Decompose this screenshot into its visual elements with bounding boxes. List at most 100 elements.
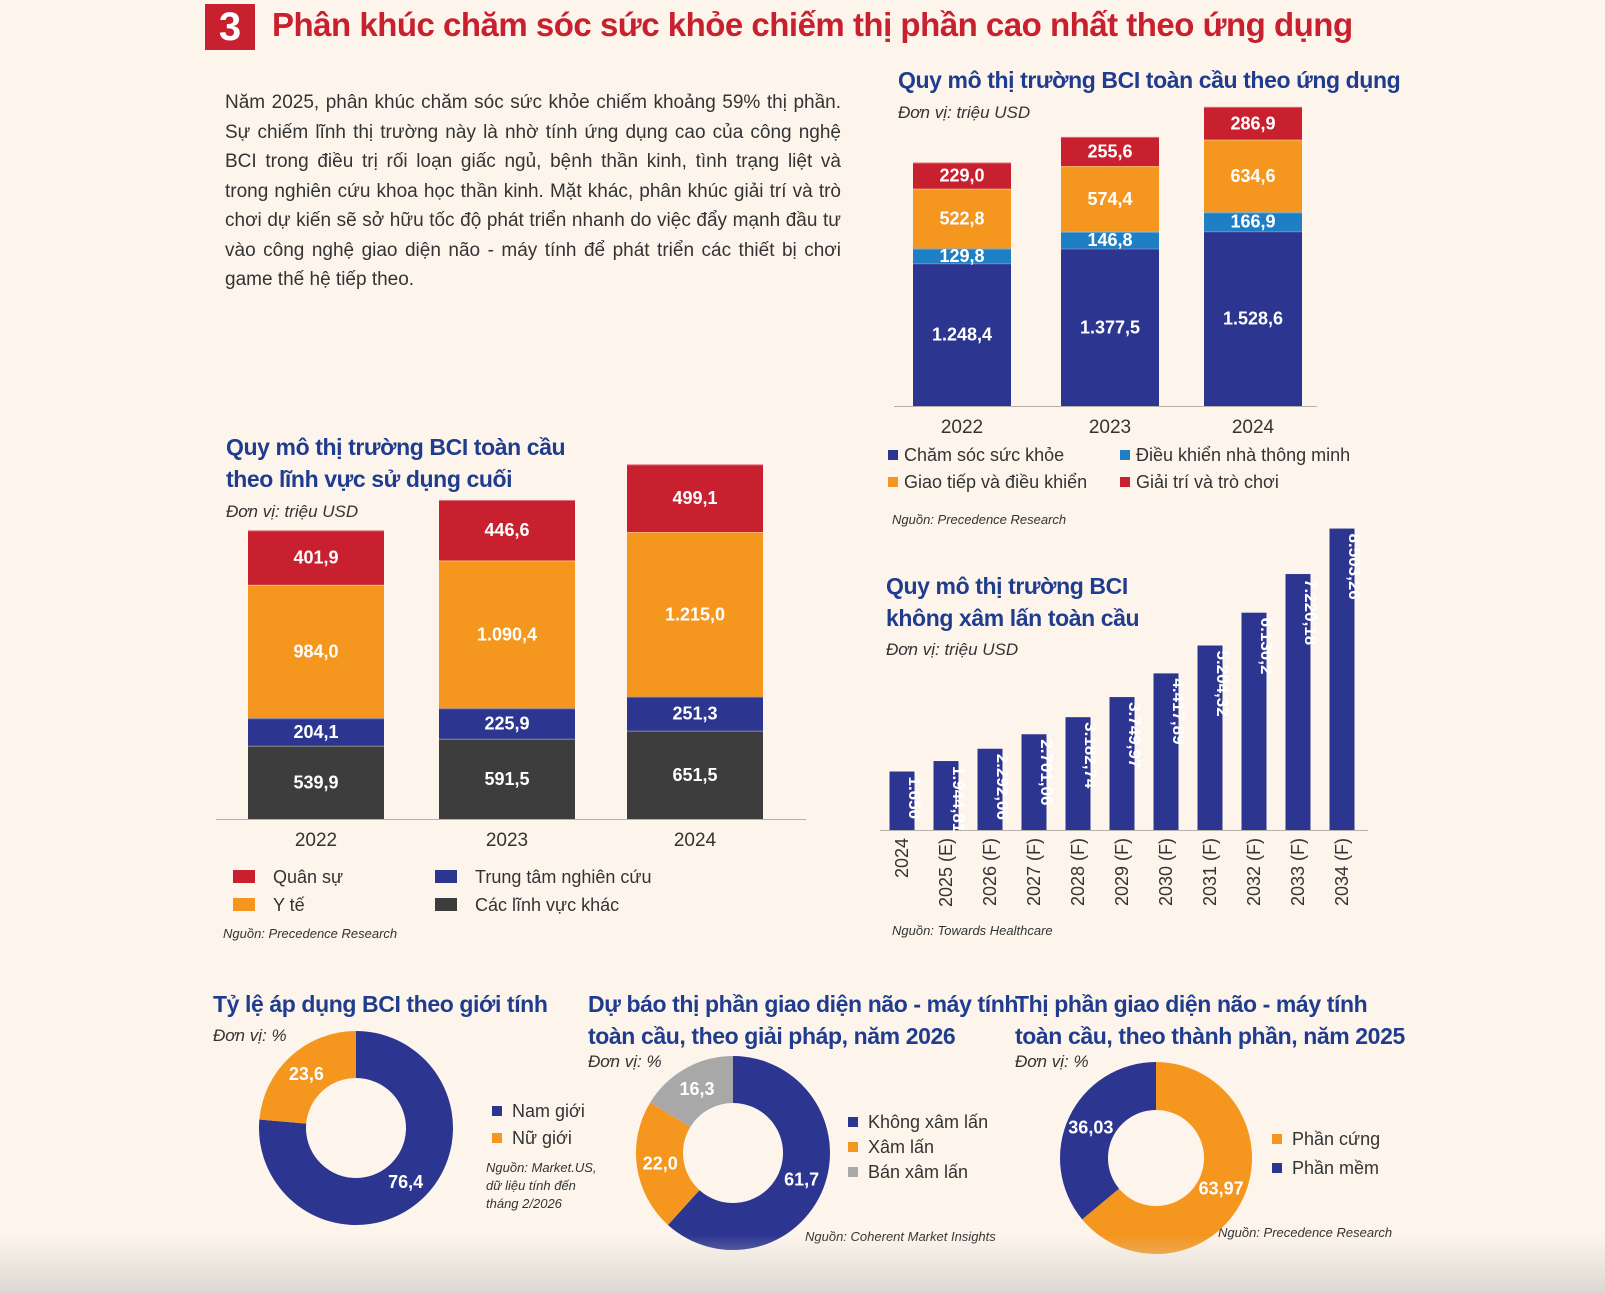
chart-solution-slice-xam-lan xyxy=(635,1102,700,1225)
chart-app-legend-swatch-giao-tiep-va-dieu-khien xyxy=(888,477,898,487)
chart-enduse-unit: Đơn vị: triệu USD xyxy=(226,502,359,521)
chart-gender-legend-swatch-nam-gioi xyxy=(492,1106,502,1116)
chart-solution-data-label-xam-lan: 22,0 xyxy=(643,1154,678,1174)
chart-noninv-x-tick-2026-f: 2026 (F) xyxy=(980,838,1000,906)
section-number-badge: 3 xyxy=(205,4,255,50)
chart-noninv-x-tick-2032-f: 2032 (F) xyxy=(1244,838,1264,906)
chart-enduse-legend-swatch-quan-su xyxy=(233,870,255,883)
chart-noninv-title-line1: Quy mô thị trường BCI xyxy=(886,573,1128,599)
chart-enduse-title-line1: Quy mô thị trường BCI toàn cầu xyxy=(226,434,566,460)
chart-app-data-label-2024-cham-soc-suc-khoe: 1.528,6 xyxy=(1223,309,1283,329)
chart-solution-legend-label-khong-xam-lan: Không xâm lấn xyxy=(868,1112,988,1132)
chart-app-data-label-2023-dieu-khien-nha-thong-minh: 146,8 xyxy=(1087,230,1132,250)
chart-app-unit: Đơn vị: triệu USD xyxy=(898,103,1031,122)
chart-solution-title-line2: toàn cầu, theo giải pháp, năm 2026 xyxy=(588,1023,956,1049)
chart-enduse-data-label-2023-y-te: 1.090,4 xyxy=(477,624,537,644)
chart-component-unit: Đơn vị: % xyxy=(1015,1052,1089,1071)
chart-noninv-bar-2025-e xyxy=(933,761,959,830)
chart-app-legend-swatch-cham-soc-suc-khoe xyxy=(888,450,898,460)
chart-noninv-bar-2034-f xyxy=(1329,528,1355,830)
chart-solution-unit: Đơn vị: % xyxy=(588,1052,662,1071)
chart-app-data-label-2023-cham-soc-suc-khoe: 1.377,5 xyxy=(1080,317,1140,337)
chart-app-legend-swatch-dieu-khien-nha-thong-minh xyxy=(1120,450,1130,460)
chart-noninv-x-tick-2029-f: 2029 (F) xyxy=(1112,838,1132,906)
chart-noninv-data-label-2027-f: 2.701,06 xyxy=(1037,739,1056,805)
chart-gender-legend-swatch-nu-gioi xyxy=(492,1133,502,1143)
chart-noninv-bar-2026-f xyxy=(977,748,1003,830)
chart-noninv-x-tick-2031-f: 2031 (F) xyxy=(1200,838,1220,906)
chart-enduse-bar-2024-trung-tam-nghien-cuu xyxy=(627,696,763,731)
chart-enduse-legend-label-cac-linh-vuc-khac: Các lĩnh vực khác xyxy=(475,895,619,915)
chart-enduse-bar-2023-quan-su xyxy=(439,499,575,561)
chart-enduse-data-label-2023-trung-tam-nghien-cuu: 225,9 xyxy=(484,714,529,734)
chart-app-data-label-2022-giai-tri-va-tro-choi: 229,0 xyxy=(939,166,984,186)
chart-noninv-x-tick-2030-f: 2030 (F) xyxy=(1156,838,1176,906)
chart-noninv-data-label-2025-e: 1.944,81 xyxy=(949,766,968,832)
chart-enduse-bar-2022-trung-tam-nghien-cuu xyxy=(248,718,384,746)
chart-noninv-data-label-2031-f: 5.204,32 xyxy=(1213,651,1232,717)
chart-enduse-legend-swatch-trung-tam-nghien-cuu xyxy=(435,870,457,883)
chart-app-data-label-2022-cham-soc-suc-khoe: 1.248,4 xyxy=(932,325,992,345)
chart-enduse-data-label-2023-cac-linh-vuc-khac: 591,5 xyxy=(484,769,529,789)
chart-enduse-x-tick-2023: 2023 xyxy=(486,830,528,851)
chart-app-legend-swatch-giai-tri-va-tro-choi xyxy=(1120,477,1130,487)
chart-app-bar-2023-dieu-khien-nha-thong-minh xyxy=(1061,231,1159,249)
chart-component-slice-phan-cung xyxy=(1082,1062,1252,1254)
chart-enduse-data-label-2022-trung-tam-nghien-cuu: 204,1 xyxy=(293,722,338,742)
chart-enduse-data-label-2024-quan-su: 499,1 xyxy=(672,488,717,508)
chart-app-bar-2024-giao-tiep-va-dieu-khien xyxy=(1204,139,1302,213)
chart-noninv-bar-2033-f xyxy=(1285,574,1311,830)
chart-noninv-x-tick-2034-f: 2034 (F) xyxy=(1332,838,1352,906)
chart-enduse-legend-swatch-cac-linh-vuc-khac xyxy=(435,898,457,911)
chart-app-bar-2024-cham-soc-suc-khoe xyxy=(1204,231,1302,406)
chart-noninv-x-tick-2028-f: 2028 (F) xyxy=(1068,838,1088,906)
chart-solution-data-label-ban-xam-lan: 16,3 xyxy=(679,1079,714,1099)
chart-app-data-label-2024-dieu-khien-nha-thong-minh: 166,9 xyxy=(1230,212,1275,232)
chart-app-data-label-2024-giao-tiep-va-dieu-khien: 634,6 xyxy=(1230,166,1275,186)
chart-noninv-data-label-2024: 1.650 xyxy=(905,777,924,820)
chart-enduse-bar-2023-trung-tam-nghien-cuu xyxy=(439,708,575,739)
chart-enduse-bar-2024-y-te xyxy=(627,532,763,697)
chart-solution-legend-swatch-ban-xam-lan xyxy=(848,1167,858,1177)
chart-enduse-legend-label-trung-tam-nghien-cuu: Trung tâm nghiên cứu xyxy=(475,867,651,887)
chart-app-bar-2022-giao-tiep-va-dieu-khien xyxy=(913,188,1011,249)
chart-app-data-label-2022-giao-tiep-va-dieu-khien: 522,8 xyxy=(939,209,984,229)
chart-noninv-data-label-2028-f: 3.182,74 xyxy=(1081,722,1100,789)
chart-gender-legend-label-nam-gioi: Nam giới xyxy=(512,1101,585,1121)
chart-app-bar-2023-cham-soc-suc-khoe xyxy=(1061,248,1159,406)
chart-component-legend-swatch-phan-cung xyxy=(1272,1134,1282,1144)
chart-gender-data-label-nu-gioi: 23,6 xyxy=(289,1064,324,1084)
chart-app-legend-label-dieu-khien-nha-thong-minh: Điều khiển nhà thông minh xyxy=(1136,445,1350,465)
chart-app-bar-2023-giai-tri-va-tro-choi xyxy=(1061,136,1159,167)
chart-enduse-bar-2022-quan-su xyxy=(248,530,384,585)
chart-gender-source-line2: dữ liệu tính đến xyxy=(486,1178,576,1193)
chart-noninv-title-line2: không xâm lấn toàn cầu xyxy=(886,605,1140,631)
chart-solution-legend-swatch-xam-lan xyxy=(848,1142,858,1152)
chart-app-data-label-2022-dieu-khien-nha-thong-minh: 129,8 xyxy=(939,246,984,266)
chart-solution-slice-ban-xam-lan xyxy=(650,1056,733,1128)
chart-solution-title-line1: Dự báo thị phần giao diện não - máy tính xyxy=(588,991,1018,1017)
chart-enduse-bar-2023-y-te xyxy=(439,560,575,709)
chart-enduse-legend-swatch-y-te xyxy=(233,898,255,911)
chart-app-source: Nguồn: Precedence Research xyxy=(892,512,1067,527)
chart-app-x-tick-2023: 2023 xyxy=(1089,417,1131,438)
chart-noninv-data-label-2030-f: 4.417,89 xyxy=(1169,678,1188,744)
chart-component-legend-swatch-phan-mem xyxy=(1272,1163,1282,1173)
chart-noninv-bar-2029-f xyxy=(1109,697,1135,830)
chart-app-bar-2022-cham-soc-suc-khoe xyxy=(913,263,1011,406)
chart-gender-slice-nam-gioi xyxy=(258,1031,453,1225)
chart-gender-slice-nu-gioi xyxy=(259,1031,356,1124)
chart-noninv-data-label-2026-f: 2.292,06 xyxy=(993,754,1012,820)
chart-noninv-x-tick-2024: 2024 xyxy=(892,838,912,878)
chart-enduse-bar-2023-cac-linh-vuc-khac xyxy=(439,738,575,819)
chart-component-data-label-phan-cung: 63,97 xyxy=(1199,1179,1244,1199)
chart-app-legend-label-giai-tri-va-tro-choi: Giải trí và trò chơi xyxy=(1136,472,1279,492)
chart-gender-data-label-nam-gioi: 76,4 xyxy=(388,1172,423,1192)
chart-enduse-data-label-2024-trung-tam-nghien-cuu: 251,3 xyxy=(672,704,717,724)
chart-app-legend-label-giao-tiep-va-dieu-khien: Giao tiếp và điều khiển xyxy=(904,472,1087,492)
chart-app-x-tick-2024: 2024 xyxy=(1232,417,1275,438)
chart-component-title-line2: toàn cầu, theo thành phần, năm 2025 xyxy=(1015,1023,1405,1049)
chart-component-title-line1: Thị phần giao diện não - máy tính xyxy=(1015,991,1368,1017)
chart-component-slice-phan-mem xyxy=(1060,1062,1156,1220)
